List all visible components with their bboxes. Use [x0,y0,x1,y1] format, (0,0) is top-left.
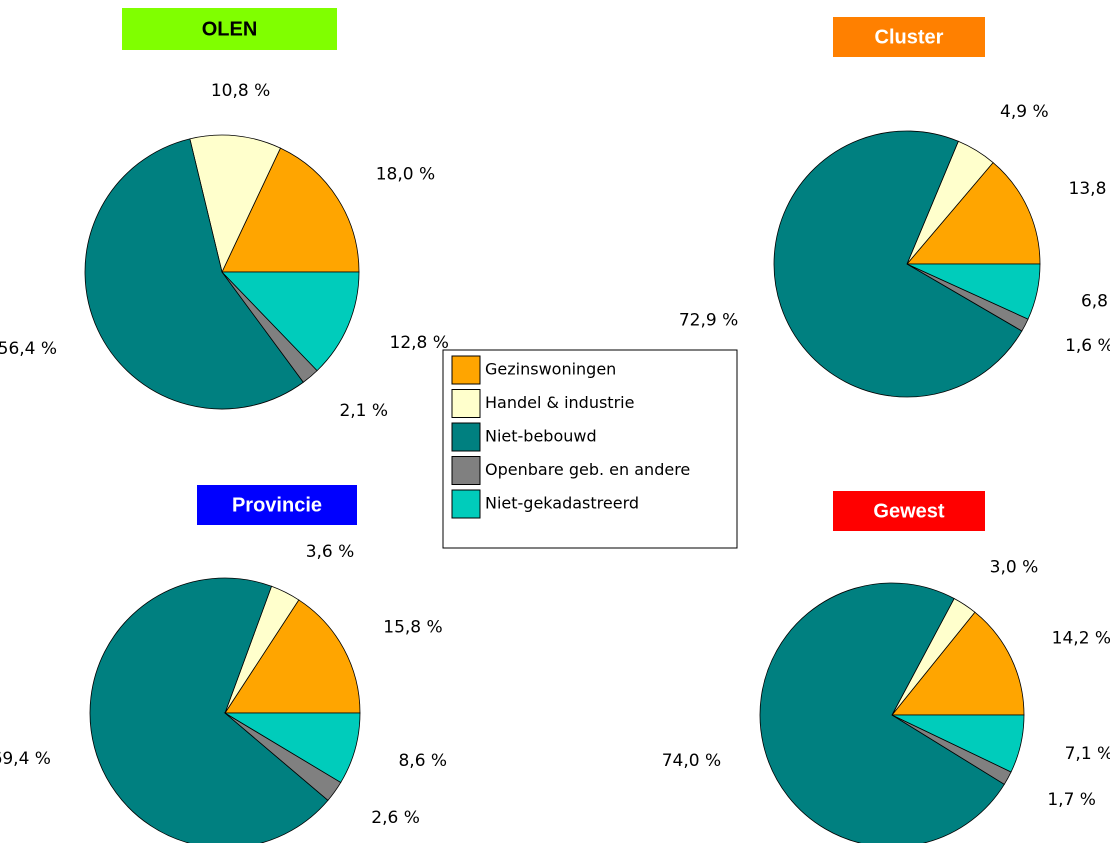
legend-label: Niet-gekadastreerd [485,494,639,513]
title-box [833,17,985,57]
legend-label: Handel & industrie [485,393,634,412]
pie-slice [759,582,1005,843]
chart-title: OLEN [202,18,258,40]
value-label: 8,6 % [398,751,447,771]
chart-title: Provincie [232,494,322,516]
pie-slice [891,611,1025,716]
value-label: 7,1 % [1065,744,1110,764]
value-label: 2,1 % [339,401,388,421]
chart-title: Cluster [875,26,944,48]
legend-swatch [451,422,481,452]
value-label: 69,4 % [0,749,51,769]
legend-swatch [451,456,481,485]
legend-box [442,349,738,549]
value-label: 13,8 % [1069,179,1110,199]
value-label: 10,8 % [211,81,270,101]
pie-slice [891,714,1025,773]
value-label: 3,0 % [990,557,1039,577]
legend-swatch [451,489,481,519]
value-label: 15,8 % [383,617,442,637]
value-label: 56,4 % [0,339,57,359]
value-label: 4,9 % [1000,102,1049,122]
value-label: 12,8 % [390,333,449,353]
pie-slice [221,147,360,273]
title-box [122,8,337,50]
value-label: 2,6 % [371,808,420,828]
value-label: 6,8 % [1081,292,1110,312]
title-box [197,485,357,525]
chart-title: Gewest [873,500,944,522]
value-label: 1,7 % [1047,790,1096,810]
pie-slice [221,271,360,372]
value-label: 74,0 % [662,751,721,771]
legend-label: Gezinswoningen [485,360,616,379]
legend-swatch [451,389,481,418]
pie-slice [773,130,1023,398]
legend-label: Openbare geb. en andere [485,460,690,479]
pie-slice [224,599,361,714]
pie-slice [84,138,304,410]
legend-label: Niet-bebouwd [485,427,597,446]
value-label: 72,9 % [679,311,738,331]
legend-swatch [451,355,481,385]
pie-slice [223,712,361,783]
pie-slice [89,577,329,843]
pie-slice [906,162,1041,265]
value-label: 14,2 % [1052,629,1110,649]
value-label: 3,6 % [306,542,355,562]
value-label: 18,0 % [376,165,435,185]
pie-slice [906,263,1041,320]
value-label: 1,6 % [1065,336,1110,356]
title-box [833,491,985,531]
pie-slice [189,134,282,274]
